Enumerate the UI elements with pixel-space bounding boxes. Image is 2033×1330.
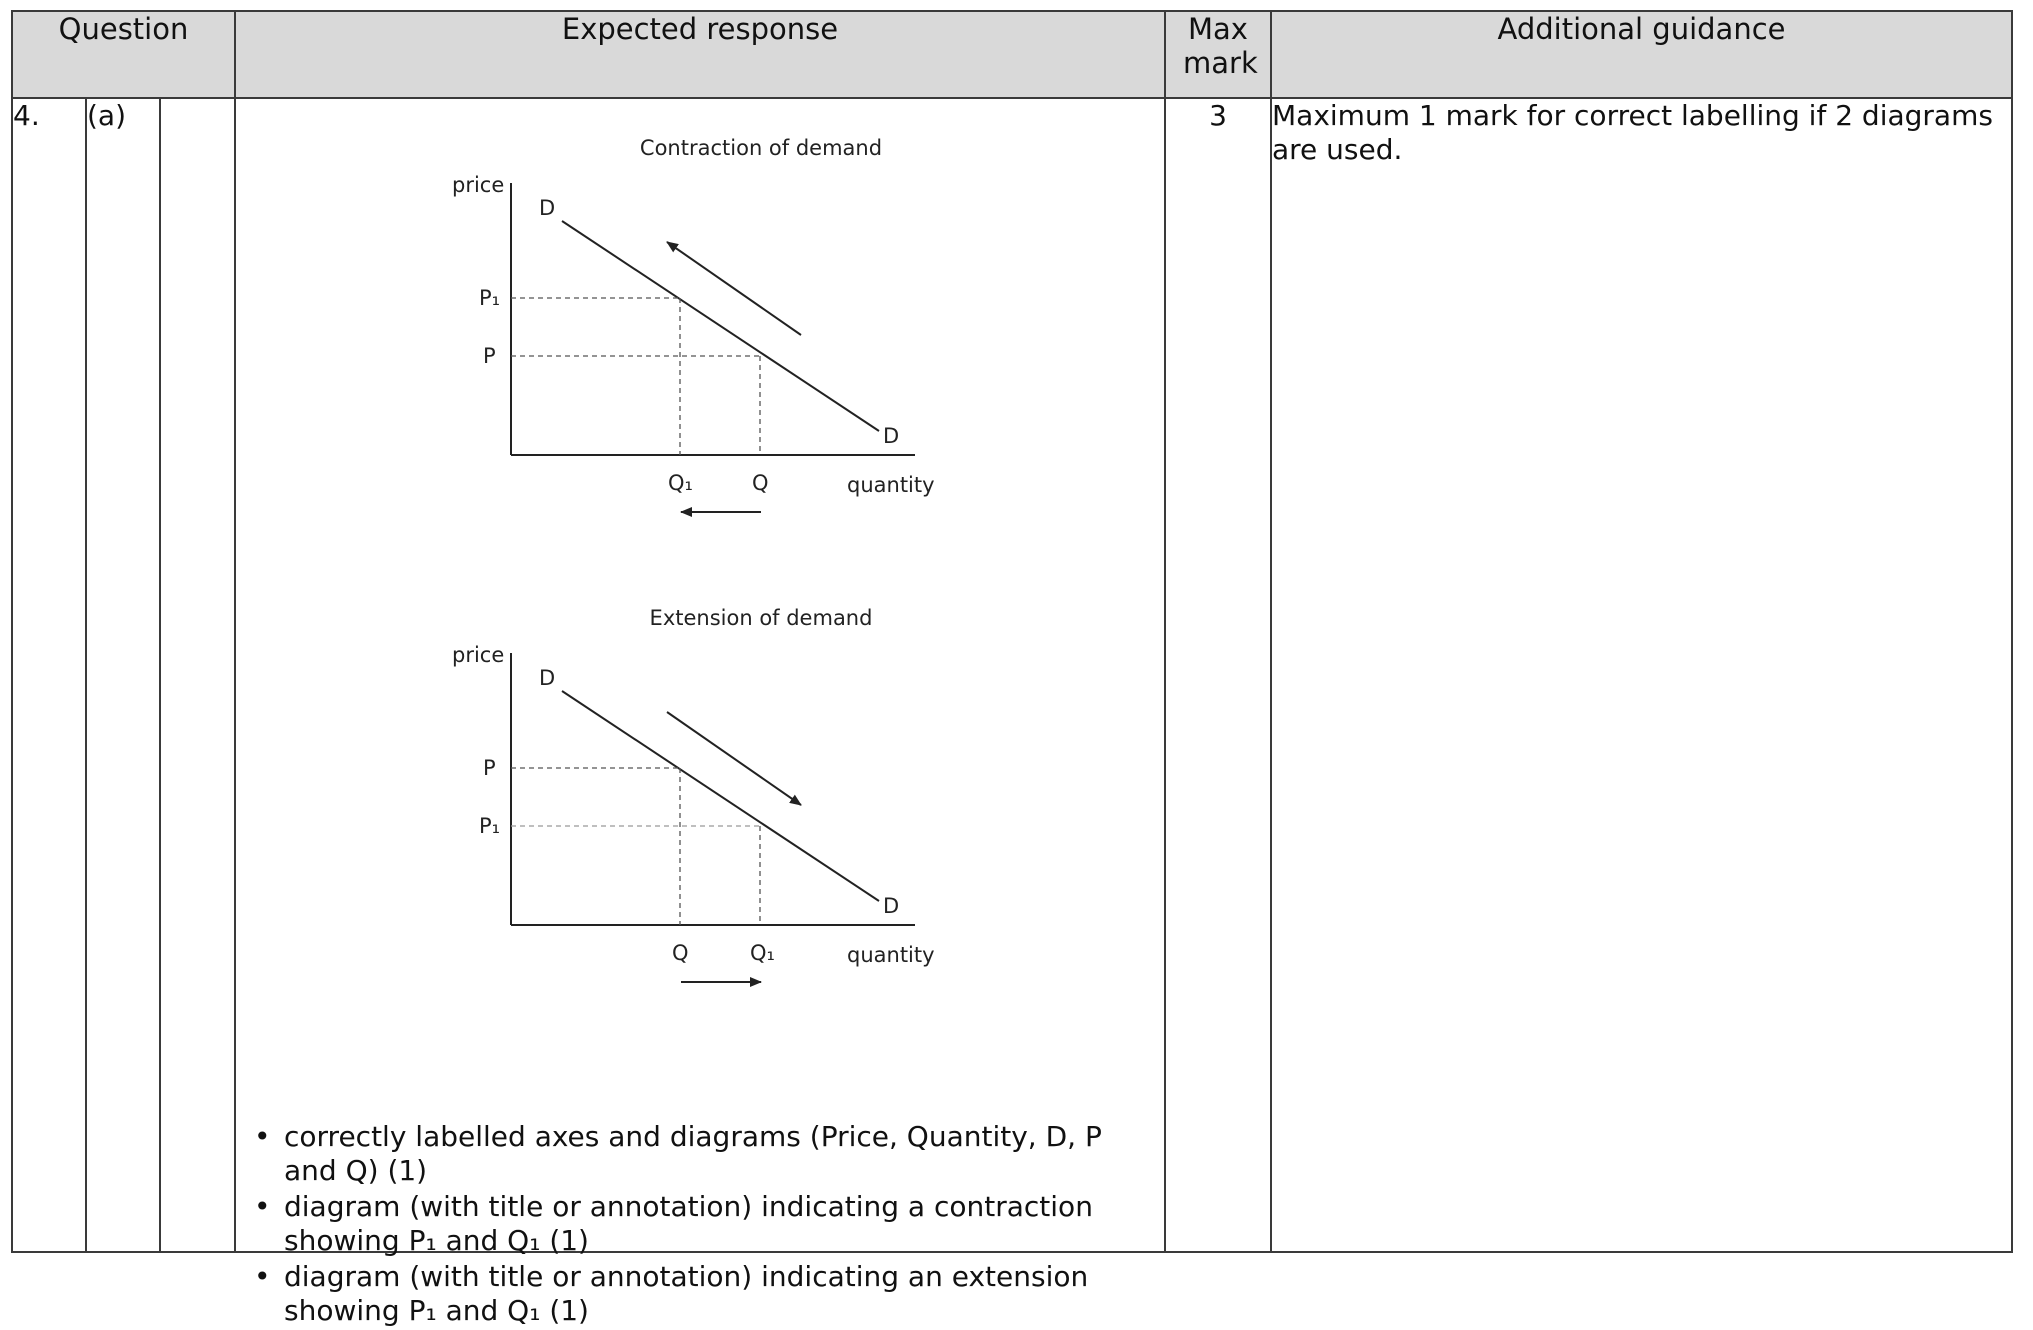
criteria-item: • diagram (with title or annotation) indi…: [254, 1260, 1089, 1327]
question-subpart: [159, 97, 236, 1253]
question-row: 4. (a) Contraction of demand price: [11, 97, 2013, 1327]
criteria-item: • correctly labelled axes and diagrams (P…: [254, 1120, 1102, 1187]
demand-curve: [561, 690, 880, 902]
diagram-title: Contraction of demand: [640, 136, 882, 160]
price-label-lower: P: [483, 344, 496, 368]
header-expected-response: Expected response: [234, 10, 1166, 99]
curve-label-bottom: D: [883, 894, 899, 918]
curve-label-top: D: [539, 196, 555, 220]
criteria-list: • correctly labelled axes and diagrams (P…: [244, 1120, 1124, 1330]
y-axis-label: price: [452, 173, 504, 197]
extension-diagram: Extension of demand price D D P P₁ Q: [452, 606, 935, 987]
contraction-diagram: Contraction of demand price D D P₁ P: [452, 136, 935, 517]
qty-label-left: Q₁: [668, 471, 693, 495]
demand-curve: [561, 220, 880, 432]
qty-label-right: Q: [752, 471, 769, 495]
criteria-item: • diagram (with title or annotation) indi…: [254, 1190, 1093, 1257]
curve-label-bottom: D: [883, 424, 899, 448]
x-axis-label: quantity: [847, 943, 935, 967]
header-row: Question Expected response Max mark Addi…: [11, 10, 2013, 99]
qty-label-left: Q: [672, 941, 689, 965]
movement-arrow-curve: [666, 711, 802, 806]
question-part: (a): [85, 97, 161, 1253]
price-label-lower: P₁: [479, 814, 500, 838]
price-label-upper: P: [483, 756, 496, 780]
movement-arrow-curve: [666, 241, 802, 336]
curve-label-top: D: [539, 666, 555, 690]
header-question: Question: [11, 10, 236, 99]
y-axis-label: price: [452, 643, 504, 667]
header-max-mark: Max mark: [1164, 10, 1272, 99]
price-label-upper: P₁: [479, 286, 500, 310]
marking-scheme-page: Question Expected response Max mark Addi…: [11, 10, 2013, 1327]
qty-label-right: Q₁: [750, 941, 775, 965]
max-mark-value: 3: [1164, 97, 1272, 1253]
marking-scheme-table: Question Expected response Max mark Addi…: [11, 10, 2013, 1327]
x-axis-label: quantity: [847, 473, 935, 497]
header-additional-guidance: Additional guidance: [1270, 10, 2013, 99]
diagram-title: Extension of demand: [650, 606, 873, 630]
expected-response-cell: Contraction of demand price D D P₁ P: [234, 97, 1166, 1327]
additional-guidance-text: Maximum 1 mark for correct labelling if …: [1270, 97, 2013, 1253]
question-number: 4.: [11, 97, 87, 1253]
